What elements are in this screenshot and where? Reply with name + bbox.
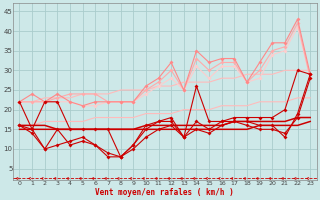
X-axis label: Vent moyen/en rafales ( km/h ): Vent moyen/en rafales ( km/h ): [95, 188, 234, 197]
